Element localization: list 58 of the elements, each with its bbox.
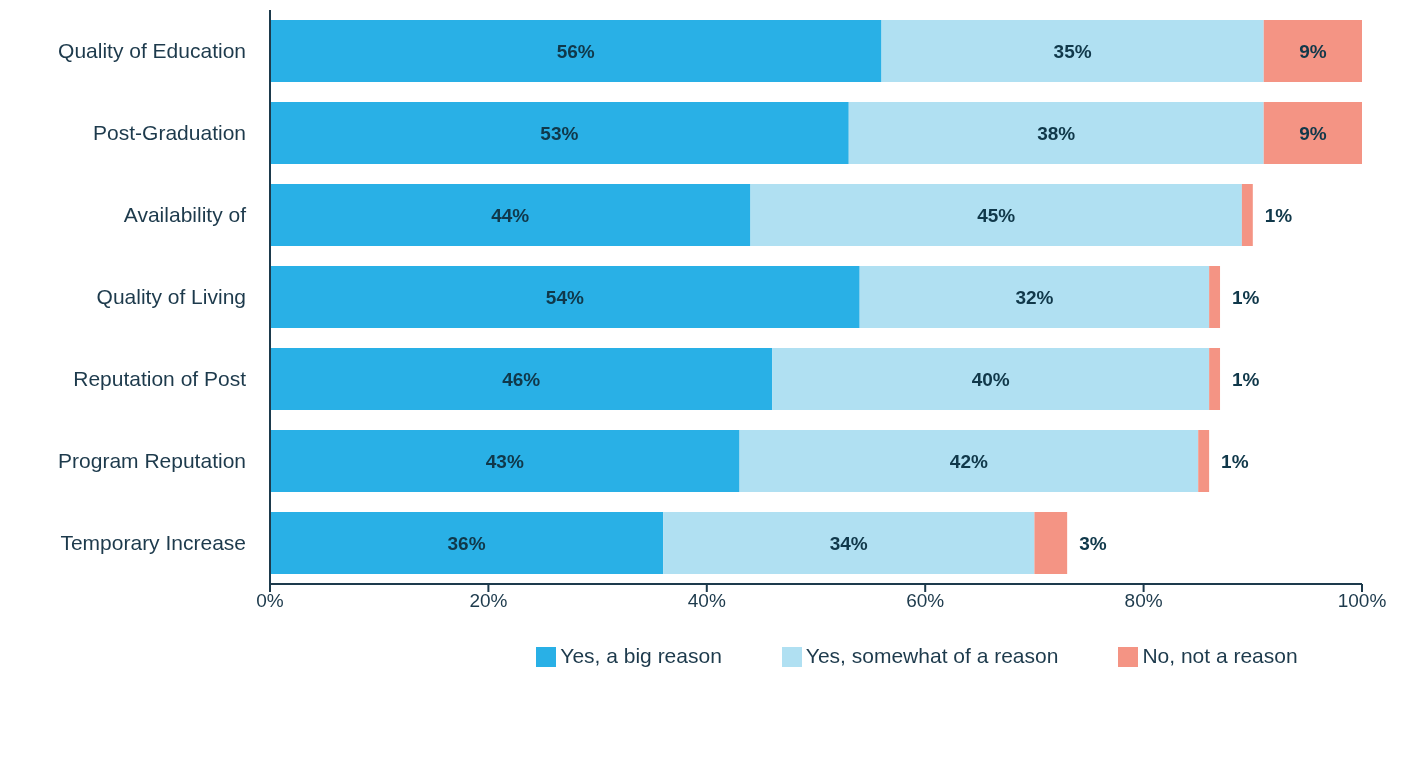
data-label: 40%: [971, 368, 1010, 390]
x-tick-label: 40%: [687, 590, 726, 612]
bar: [1209, 348, 1221, 410]
data-label: 1%: [1264, 204, 1293, 226]
data-label: 56%: [556, 40, 595, 62]
data-label: 32%: [1015, 286, 1054, 308]
bar: [750, 184, 1242, 246]
data-label: 36%: [447, 532, 486, 554]
bar: [881, 20, 1264, 82]
legend-label: Yes, somewhat of a reason: [805, 644, 1059, 667]
y-tick-label: Post-Graduation: [93, 121, 246, 145]
bar: [663, 512, 1035, 574]
x-tick-label: 100%: [1337, 590, 1387, 612]
data-label: 35%: [1053, 40, 1092, 62]
y-tick-label: Quality of Living: [96, 285, 246, 309]
bar: [1209, 266, 1221, 328]
bar: [1034, 512, 1068, 574]
bar: [772, 348, 1210, 410]
bar: [1241, 184, 1253, 246]
bar: [270, 348, 773, 410]
data-label: 43%: [485, 450, 524, 472]
bar: [270, 266, 860, 328]
data-label: 45%: [977, 204, 1016, 226]
bar: [1263, 102, 1362, 164]
bar: [848, 102, 1264, 164]
data-label: 54%: [545, 286, 584, 308]
bar: [270, 430, 740, 492]
x-tick-label: 20%: [469, 590, 508, 612]
x-tick-label: 0%: [256, 590, 284, 612]
bar: [1263, 20, 1362, 82]
x-tick-label: 60%: [906, 590, 945, 612]
data-label: 3%: [1079, 532, 1107, 554]
y-tick-label: Quality of Education: [58, 39, 246, 63]
data-label: 42%: [949, 450, 988, 472]
data-label: 9%: [1299, 40, 1327, 62]
bar: [859, 266, 1210, 328]
legend-label: No, not a reason: [1142, 644, 1298, 667]
legend-label: Yes, a big reason: [560, 644, 722, 667]
bar: [270, 20, 882, 82]
data-label: 1%: [1232, 286, 1260, 308]
data-label: 1%: [1232, 368, 1260, 390]
y-tick-label: Temporary Increase: [60, 531, 246, 555]
x-tick-label: 80%: [1124, 590, 1163, 612]
data-label: 46%: [502, 368, 541, 390]
y-tick-label: Availability of: [123, 203, 247, 227]
y-tick-label: Program Reputation: [58, 449, 246, 473]
data-label: 38%: [1037, 122, 1076, 144]
data-label: 53%: [540, 122, 579, 144]
bar: [1198, 430, 1210, 492]
data-label: 1%: [1221, 450, 1249, 472]
y-tick-label: Reputation of Post: [73, 367, 247, 391]
data-label: 44%: [491, 204, 530, 226]
bar: [270, 102, 849, 164]
data-label: 34%: [829, 532, 868, 554]
bar: [270, 184, 751, 246]
data-label: 9%: [1299, 122, 1327, 144]
bar: [270, 512, 664, 574]
bar: [739, 430, 1199, 492]
